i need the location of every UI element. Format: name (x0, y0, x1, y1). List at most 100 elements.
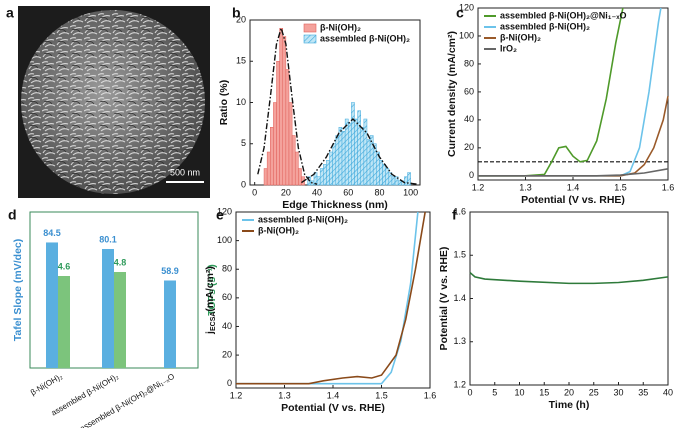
y-tick-label: 100 (217, 235, 232, 245)
x-tick-label: 1.2 (230, 390, 243, 400)
line-series (236, 211, 419, 385)
x-tick-label: 25 (589, 387, 599, 397)
x-tick-label: β-Ni(OH)₂ (29, 372, 64, 397)
value-label: 4.8 (114, 257, 127, 267)
bar (46, 242, 58, 368)
histogram-bar (341, 131, 346, 186)
y-tick-label: 120 (217, 206, 232, 216)
legend-label: assembled β-Ni(OH)₂ (320, 33, 410, 43)
histogram-bar (282, 36, 287, 186)
line-series (478, 95, 669, 177)
histogram-bar (404, 176, 408, 186)
y-tick-label: 1.4 (453, 293, 466, 303)
histogram-bar (366, 139, 371, 186)
x-tick-label: 60 (343, 187, 353, 197)
y-label-unit: (mA/cm²) (204, 266, 216, 312)
histogram-bar (335, 135, 340, 186)
y-tick-label: 100 (459, 30, 474, 40)
x-tick-label: 1.3 (519, 182, 532, 192)
legend-swatch (303, 23, 317, 33)
histogram-bar (273, 102, 277, 186)
histogram-bar (291, 135, 296, 186)
bar (164, 280, 176, 368)
fit-curve (257, 25, 318, 185)
x-tick-label: 1.6 (662, 182, 675, 192)
panel-label: e (216, 207, 224, 223)
x-tick-label: 10 (514, 387, 524, 397)
x-tick-label: 80 (374, 187, 384, 197)
bar (58, 276, 70, 368)
value-label: 80.1 (99, 234, 117, 244)
x-tick-label: 0 (252, 187, 257, 197)
line-series (469, 271, 669, 285)
bar (102, 248, 114, 368)
histogram-bar (323, 164, 327, 186)
x-tick-label: 1.5 (375, 390, 388, 400)
y-tick-label: 1.6 (453, 206, 466, 216)
histogram-bar (379, 160, 383, 186)
histogram-bar (288, 102, 293, 186)
histogram-bar (369, 135, 374, 186)
x-tick-label: 1.6 (424, 390, 437, 400)
x-axis-label: Edge Thickness (nm) (282, 199, 388, 211)
x-tick-label: 40 (312, 187, 322, 197)
x-tick-label: 1.4 (327, 390, 340, 400)
histogram-bar (276, 61, 280, 186)
legend-label: assembled β-Ni(OH)₂ (258, 214, 348, 224)
legend-label: assembled β-Ni(OH)₂@Ni₁₋ₓO (500, 10, 627, 20)
y-axis-label: Current density (mA/cm²) (446, 31, 458, 157)
x-tick-label: 1.4 (567, 182, 580, 192)
legend-label: assembled β-Ni(OH)₂ (500, 21, 590, 31)
x-tick-label: 1.3 (278, 390, 291, 400)
y-tick-label: 15 (236, 56, 246, 66)
y-tick-label: 120 (459, 2, 474, 12)
y-tick-label: 40 (222, 321, 232, 331)
x-tick-label: 1.5 (614, 182, 627, 192)
y-tick-label: 20 (464, 142, 474, 152)
y-tick-label: 20 (236, 14, 246, 24)
histogram-bar (263, 168, 268, 186)
fit-curve (301, 118, 417, 185)
panel-label: b (232, 5, 241, 21)
y-tick-label: 60 (464, 86, 474, 96)
panel-label: a (6, 5, 14, 21)
y-label-sub: ECSA (210, 312, 217, 331)
histogram-bar (316, 176, 321, 186)
histogram-bar (397, 180, 402, 186)
legend-label: β-Ni(OH)₂ (258, 225, 299, 235)
x-axis-label: Potential (V vs. RHE) (521, 194, 625, 206)
y-axis-label: jECSA(mA/cm²) (204, 266, 217, 335)
histogram-bar (344, 118, 349, 186)
legend-label: IrO₂ (500, 43, 517, 53)
x-tick-label: 20 (564, 387, 574, 397)
y-tick-label: 80 (222, 264, 232, 274)
histogram-bar (329, 151, 333, 186)
x-tick-label: 30 (613, 387, 623, 397)
y-tick-label: 1.5 (453, 250, 466, 260)
histogram-bar (279, 28, 284, 186)
y-tick-label: 60 (222, 292, 232, 302)
legend-swatch (303, 34, 317, 44)
histogram-bar (338, 127, 343, 186)
line-series (478, 7, 624, 177)
y-axis-label: Ratio (%) (218, 80, 230, 126)
histogram-bar (407, 172, 411, 186)
histogram-bar (298, 168, 302, 186)
histogram-bar (348, 122, 352, 186)
y-tick-label: 1.3 (453, 336, 466, 346)
value-label: 4.6 (58, 261, 71, 271)
scale-bar-label: 500 nm (170, 167, 200, 177)
legend-label: β-Ni(OH)₂ (500, 32, 541, 42)
x-tick-label: 1.2 (472, 182, 485, 192)
panel-label: d (8, 207, 17, 223)
histogram-bar (270, 127, 274, 186)
histogram-bar (294, 151, 299, 186)
y-axis-label: Tafel Slope (mV/dec) (12, 239, 24, 342)
plot-frame (469, 211, 669, 386)
x-tick-label: 0 (467, 387, 472, 397)
histogram-bar (372, 143, 377, 186)
histogram-bar (360, 127, 365, 186)
bar (114, 272, 126, 368)
x-tick-label: 5 (492, 387, 497, 397)
